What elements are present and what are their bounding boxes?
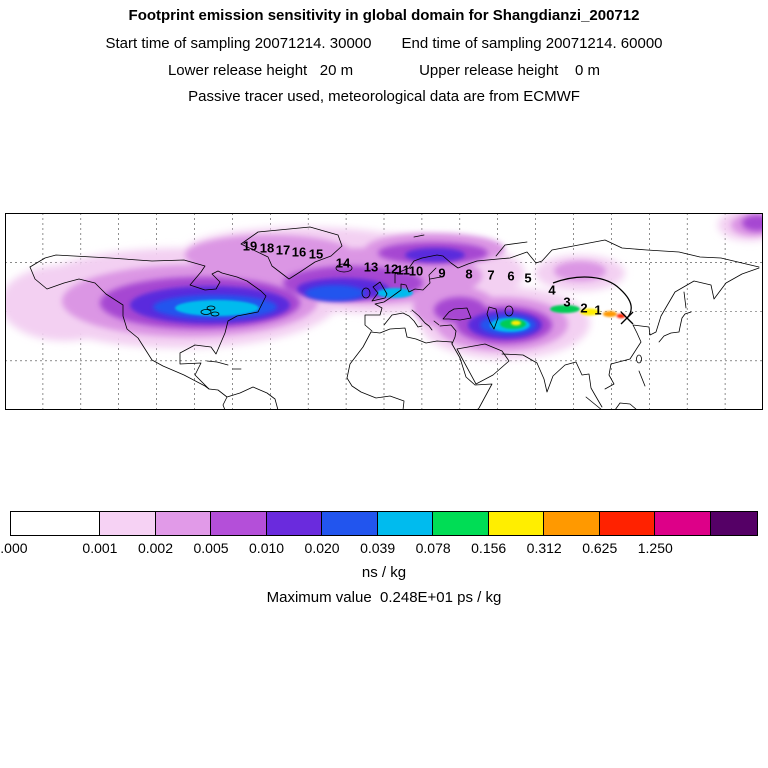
units-label: ns / kg (361, 564, 407, 581)
colorbar-tick-label: 0.000 (0, 540, 28, 556)
sampling-start-label: Start time of sampling 20071214. 30000 (105, 35, 372, 52)
colorbar-cell (210, 512, 266, 535)
colorbar-tick-label: 0.625 (582, 540, 618, 556)
colorbar-cell (598, 512, 655, 535)
colorbar-cell (154, 512, 211, 535)
colorbar-tick-label: 0.039 (360, 540, 396, 556)
colorbar-cell (321, 512, 377, 535)
colorbar-tick-label: 0.001 (82, 540, 118, 556)
trajectory-path (552, 276, 632, 319)
sensitivity-plume (5, 213, 763, 359)
colorbar-tick-label: 0.078 (415, 540, 451, 556)
colorbar-cell (709, 512, 757, 535)
colorbar-tick-label: 0.020 (304, 540, 340, 556)
release-heights-row: Lower release height 20 m Upper release … (0, 62, 768, 79)
figure-title: Footprint emission sensitivity in global… (128, 7, 640, 24)
colorbar-tick-label: 1.250 (637, 540, 673, 556)
lower-release-label: Lower release height 20 m (167, 62, 354, 79)
sampling-times-row: Start time of sampling 20071214. 30000 E… (0, 35, 768, 52)
colorbar-cell (265, 512, 322, 535)
colorbar-tick-label: 0.002 (137, 540, 174, 556)
colorbar-cell (543, 512, 599, 535)
colorbar-cell (432, 512, 488, 535)
world-map (5, 213, 763, 410)
colorbar-tick-label: 0.156 (471, 540, 507, 556)
colorbar-tick-label: 0.005 (193, 540, 229, 556)
tracer-info-label: Passive tracer used, meteorological data… (188, 88, 580, 105)
colorbar-tick-label: 0.312 (526, 540, 562, 556)
station-marker (620, 311, 634, 325)
upper-release-label: Upper release height 0 m (419, 62, 601, 79)
coastlines (29, 226, 760, 410)
max-value-label: Maximum value 0.248E+01 ps / kg (266, 589, 502, 606)
colorbar (10, 511, 758, 536)
colorbar-cell (654, 512, 710, 535)
colorbar-cell (11, 512, 100, 535)
colorbar-cell (376, 512, 433, 535)
map-panel: 19 18 17 16 15 14 13 12 11 10 9 8 7 6 5 4 3 2 1 (5, 213, 763, 410)
colorbar-tick-labels: 0.000 0.001 0.002 0.005 0.010 0.020 0.039 0.078… (0, 540, 758, 557)
colorbar-cell (487, 512, 544, 535)
sampling-end-label: End time of sampling 20071214. 60000 (401, 35, 663, 52)
tracer-info-row: Passive tracer used, meteorological data… (0, 88, 768, 105)
colorbar-cell (99, 512, 155, 535)
map-border (5, 213, 763, 410)
colorbar-tick-label: 0.010 (249, 540, 285, 556)
